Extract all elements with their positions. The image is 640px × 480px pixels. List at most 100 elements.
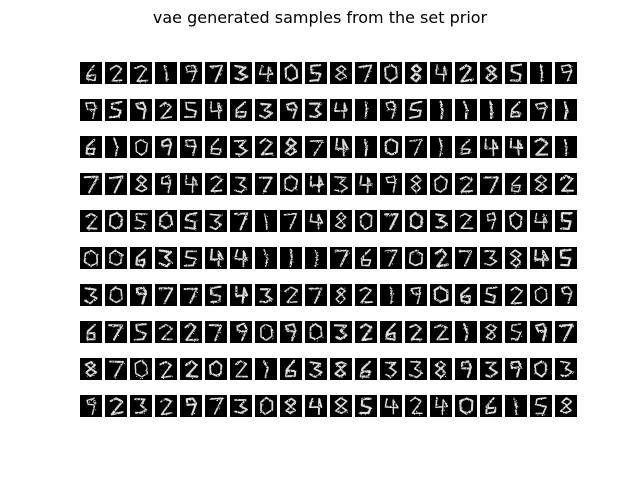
sample-tile: [505, 358, 527, 380]
sample-tile: [105, 62, 127, 84]
sample-tile: [205, 247, 227, 269]
sample-tile: [380, 321, 402, 343]
sample-tile: [455, 321, 477, 343]
sample-tile: [330, 173, 352, 195]
sample-tile: [205, 284, 227, 306]
sample-tile: [480, 210, 502, 232]
sample-tile: [305, 358, 327, 380]
sample-tile: [455, 62, 477, 84]
sample-tile: [130, 173, 152, 195]
sample-tile: [105, 358, 127, 380]
sample-tile: [305, 62, 327, 84]
sample-tile: [180, 62, 202, 84]
sample-grid: [80, 62, 577, 417]
sample-tile: [355, 247, 377, 269]
sample-tile: [405, 358, 427, 380]
sample-tile: [305, 395, 327, 417]
sample-tile: [355, 173, 377, 195]
sample-tile: [405, 62, 427, 84]
sample-tile: [380, 395, 402, 417]
sample-tile: [330, 210, 352, 232]
sample-tile: [155, 321, 177, 343]
sample-tile: [530, 358, 552, 380]
sample-tile: [230, 395, 252, 417]
sample-tile: [255, 358, 277, 380]
sample-tile: [180, 358, 202, 380]
sample-tile: [480, 136, 502, 158]
sample-tile: [280, 321, 302, 343]
sample-tile: [555, 395, 577, 417]
sample-tile: [80, 99, 102, 121]
sample-tile: [430, 395, 452, 417]
sample-tile: [105, 395, 127, 417]
sample-tile: [355, 395, 377, 417]
sample-tile: [230, 173, 252, 195]
sample-tile: [505, 284, 527, 306]
sample-tile: [530, 395, 552, 417]
sample-tile: [430, 210, 452, 232]
sample-tile: [480, 99, 502, 121]
sample-tile: [130, 247, 152, 269]
sample-tile: [430, 321, 452, 343]
sample-tile: [330, 247, 352, 269]
sample-tile: [430, 247, 452, 269]
sample-tile: [405, 321, 427, 343]
sample-tile: [180, 395, 202, 417]
sample-tile: [105, 321, 127, 343]
sample-tile: [530, 62, 552, 84]
sample-tile: [530, 173, 552, 195]
sample-tile: [355, 358, 377, 380]
sample-tile: [405, 395, 427, 417]
sample-tile: [305, 284, 327, 306]
sample-tile: [555, 358, 577, 380]
sample-tile: [480, 173, 502, 195]
sample-tile: [505, 395, 527, 417]
sample-tile: [380, 210, 402, 232]
sample-tile: [305, 99, 327, 121]
sample-tile: [280, 210, 302, 232]
sample-tile: [155, 358, 177, 380]
sample-tile: [255, 284, 277, 306]
sample-tile: [205, 62, 227, 84]
sample-tile: [405, 210, 427, 232]
sample-tile: [380, 247, 402, 269]
sample-tile: [155, 173, 177, 195]
sample-tile: [430, 284, 452, 306]
sample-tile: [330, 99, 352, 121]
sample-tile: [180, 173, 202, 195]
sample-tile: [430, 358, 452, 380]
sample-tile: [230, 284, 252, 306]
sample-tile: [355, 62, 377, 84]
sample-tile: [280, 395, 302, 417]
sample-tile: [505, 321, 527, 343]
sample-tile: [455, 173, 477, 195]
sample-tile: [330, 284, 352, 306]
sample-tile: [305, 173, 327, 195]
sample-tile: [80, 62, 102, 84]
sample-tile: [155, 210, 177, 232]
sample-tile: [230, 99, 252, 121]
sample-tile: [480, 62, 502, 84]
sample-tile: [130, 395, 152, 417]
sample-tile: [555, 62, 577, 84]
sample-tile: [180, 321, 202, 343]
sample-tile: [455, 136, 477, 158]
sample-tile: [480, 284, 502, 306]
sample-tile: [530, 321, 552, 343]
sample-tile: [405, 136, 427, 158]
sample-tile: [455, 247, 477, 269]
sample-tile: [105, 99, 127, 121]
sample-tile: [155, 395, 177, 417]
sample-tile: [105, 284, 127, 306]
sample-tile: [430, 99, 452, 121]
sample-tile: [505, 99, 527, 121]
sample-tile: [405, 173, 427, 195]
sample-tile: [305, 210, 327, 232]
sample-tile: [355, 284, 377, 306]
sample-tile: [80, 247, 102, 269]
sample-tile: [380, 284, 402, 306]
sample-tile: [305, 321, 327, 343]
sample-tile: [205, 173, 227, 195]
sample-tile: [330, 321, 352, 343]
sample-tile: [480, 395, 502, 417]
